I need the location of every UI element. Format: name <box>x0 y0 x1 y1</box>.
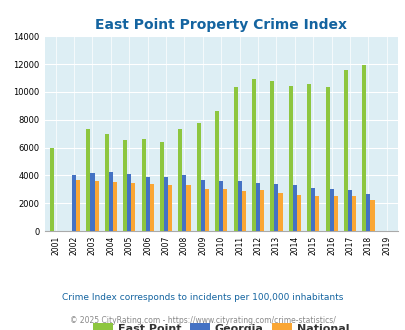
Bar <box>260 190 264 231</box>
Bar <box>333 196 337 231</box>
Bar <box>329 189 333 231</box>
Bar <box>141 139 145 231</box>
Bar <box>241 191 245 231</box>
Legend: East Point, Georgia, National: East Point, Georgia, National <box>89 318 353 330</box>
Bar <box>131 183 135 231</box>
Bar <box>72 175 76 231</box>
Bar <box>307 83 311 231</box>
Bar <box>196 123 200 231</box>
Bar <box>366 194 369 231</box>
Bar <box>215 111 219 231</box>
Bar <box>270 81 274 231</box>
Bar <box>164 177 168 231</box>
Bar <box>219 181 223 231</box>
Bar <box>347 190 351 231</box>
Bar <box>49 148 53 231</box>
Bar <box>369 200 373 231</box>
Bar <box>205 188 209 231</box>
Bar <box>186 185 190 231</box>
Bar <box>362 65 366 231</box>
Bar <box>109 172 113 231</box>
Bar <box>288 86 292 231</box>
Bar <box>123 140 127 231</box>
Bar <box>311 188 315 231</box>
Bar <box>149 184 153 231</box>
Bar <box>168 185 172 231</box>
Bar <box>76 180 80 231</box>
Bar <box>90 173 94 231</box>
Bar <box>113 182 117 231</box>
Bar <box>278 193 282 231</box>
Bar <box>223 189 227 231</box>
Bar <box>351 196 355 231</box>
Bar <box>200 180 205 231</box>
Bar <box>256 183 260 231</box>
Bar <box>178 129 182 231</box>
Bar <box>274 184 278 231</box>
Bar <box>145 177 149 231</box>
Text: Crime Index corresponds to incidents per 100,000 inhabitants: Crime Index corresponds to incidents per… <box>62 293 343 302</box>
Bar <box>252 80 256 231</box>
Bar <box>233 87 237 231</box>
Bar <box>343 70 347 231</box>
Title: East Point Property Crime Index: East Point Property Crime Index <box>95 18 346 32</box>
Bar <box>94 181 98 231</box>
Bar <box>127 174 131 231</box>
Bar <box>86 129 90 231</box>
Bar <box>292 185 296 231</box>
Text: © 2025 CityRating.com - https://www.cityrating.com/crime-statistics/: © 2025 CityRating.com - https://www.city… <box>70 316 335 325</box>
Bar <box>237 181 241 231</box>
Bar <box>104 134 109 231</box>
Bar <box>315 196 319 231</box>
Bar <box>325 87 329 231</box>
Bar <box>182 175 186 231</box>
Bar <box>296 195 300 231</box>
Bar <box>160 142 164 231</box>
